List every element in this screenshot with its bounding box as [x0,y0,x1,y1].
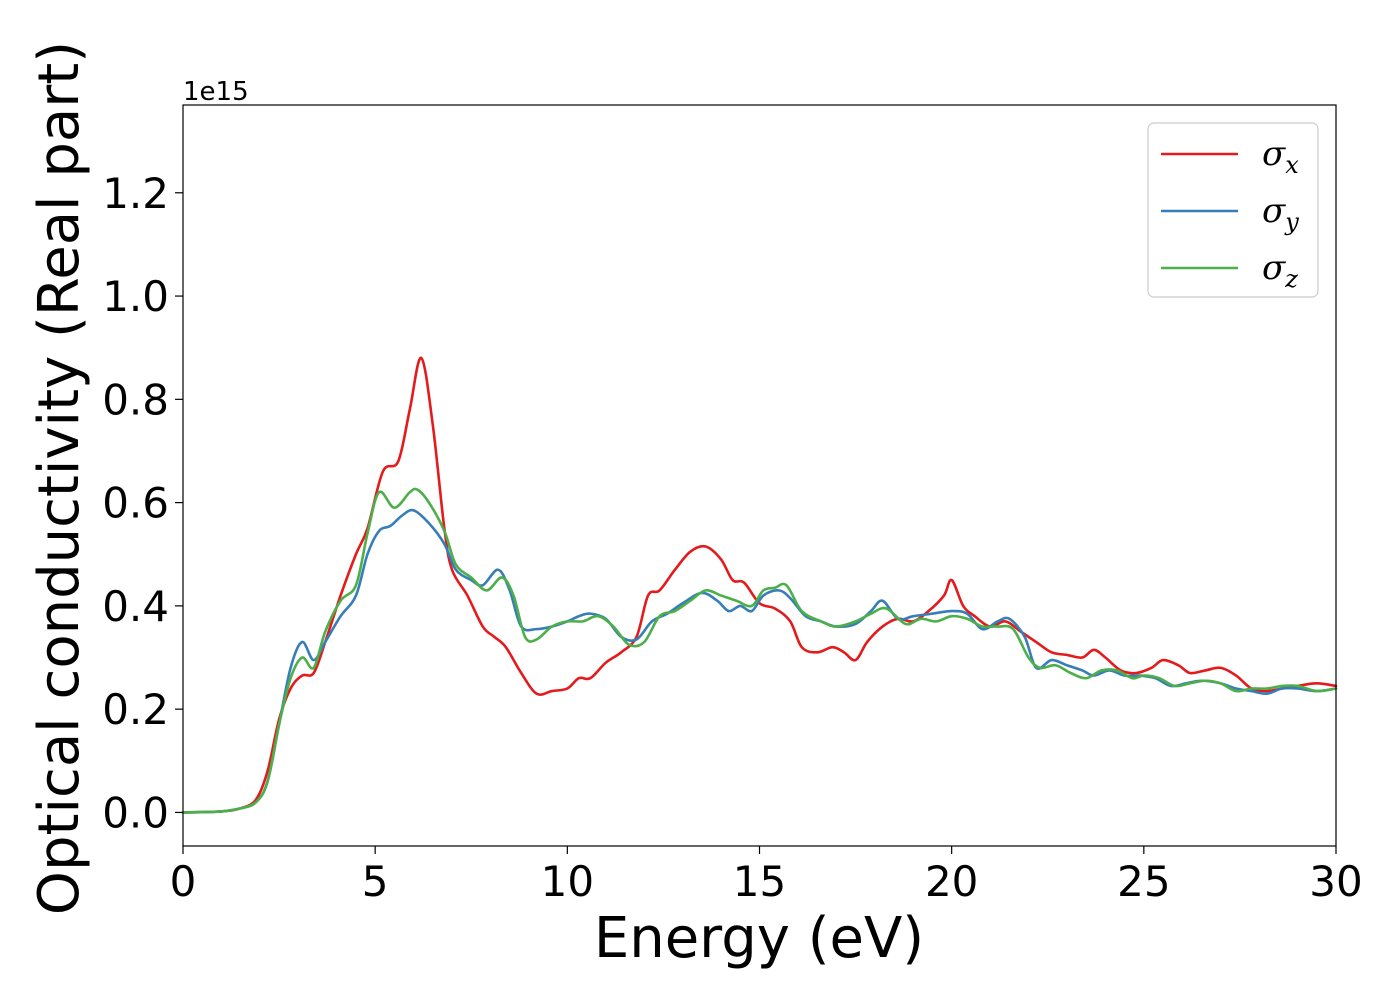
y-tick-label: 0.4 [102,582,169,631]
series-lines [181,356,1338,814]
x-tick-label: 10 [541,857,594,906]
y-axis-ticks: 0.0 0.2 0.4 0.6 0.8 1.0 1.2 [102,169,183,837]
x-tick-label: 15 [733,857,786,906]
y-tick-label: 0.0 [102,788,169,837]
legend-label-z: σz [1262,248,1298,293]
legend-label-x: σx [1262,134,1299,179]
x-tick-label: 30 [1309,857,1362,906]
y-tick-label: 1.2 [102,169,169,218]
y-tick-label: 0.2 [102,685,169,734]
y-tick-label: 0.8 [102,375,169,424]
x-tick-label: 5 [362,857,389,906]
x-tick-label: 20 [925,857,978,906]
x-axis-ticks: 0 5 10 15 20 25 30 [170,846,1363,906]
x-tick-label: 25 [1117,857,1170,906]
y-tick-label: 0.6 [102,479,169,528]
y-axis-title: Optical conductivity (Real part) [27,41,92,915]
legend-label-y: σy [1262,191,1299,236]
legend: σx σy σz [1147,122,1319,298]
series-line-x [181,356,1338,814]
y-tick-label: 1.0 [102,272,169,321]
x-axis-title: Energy (eV) [594,906,924,971]
x-tick-label: 0 [170,857,197,906]
y-offset-label: 1e15 [183,77,249,107]
series-line-z [181,487,1338,814]
